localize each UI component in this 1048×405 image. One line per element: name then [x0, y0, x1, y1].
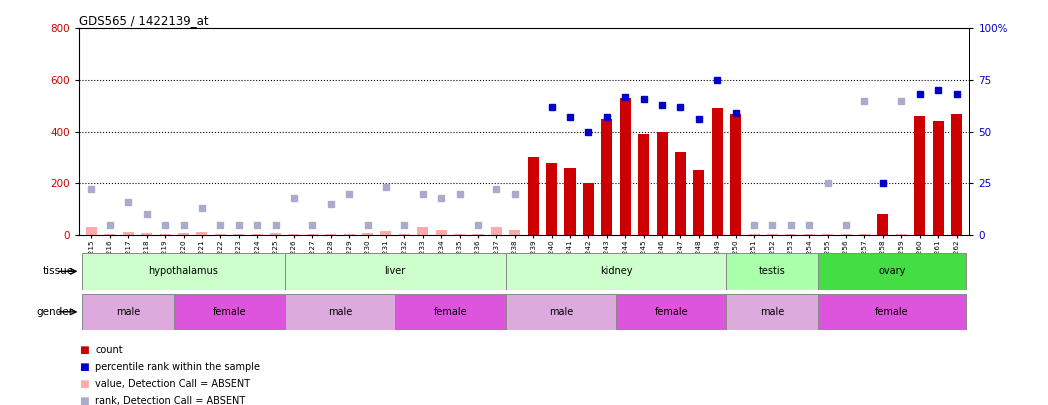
Bar [933, 122, 943, 235]
Text: testis: testis [759, 266, 786, 276]
Text: female: female [875, 307, 909, 317]
Bar [726, 253, 818, 290]
Bar [748, 234, 760, 235]
Bar [951, 113, 962, 235]
Bar [638, 134, 649, 235]
Bar [105, 234, 115, 235]
Bar [602, 119, 612, 235]
Text: female: female [213, 307, 246, 317]
Bar [767, 234, 778, 235]
Bar [712, 109, 723, 235]
Text: value, Detection Call = ABSENT: value, Detection Call = ABSENT [95, 379, 250, 389]
Bar [656, 132, 668, 235]
Bar [528, 158, 539, 235]
Bar [840, 234, 852, 235]
Bar [565, 168, 575, 235]
Bar [675, 152, 686, 235]
Bar [307, 234, 318, 235]
Text: ■: ■ [79, 396, 88, 405]
Text: ■: ■ [79, 379, 88, 389]
Bar [436, 230, 446, 235]
Bar [505, 253, 726, 290]
Bar [619, 98, 631, 235]
Bar [726, 294, 818, 330]
Bar [583, 183, 594, 235]
Bar [234, 234, 244, 235]
Bar [215, 234, 225, 235]
Bar [785, 234, 796, 235]
Bar [694, 171, 704, 235]
Bar [178, 233, 189, 235]
Text: hypothalamus: hypothalamus [149, 266, 218, 276]
Bar [454, 234, 465, 235]
Bar [616, 294, 726, 330]
Bar [395, 294, 505, 330]
Text: tissue: tissue [42, 266, 73, 276]
Text: gender: gender [37, 307, 73, 317]
Text: ovary: ovary [878, 266, 905, 276]
Bar [818, 253, 965, 290]
Bar [399, 234, 410, 235]
Bar [83, 294, 174, 330]
Text: GDS565 / 1422139_at: GDS565 / 1422139_at [79, 14, 209, 27]
Text: rank, Detection Call = ABSENT: rank, Detection Call = ABSENT [95, 396, 245, 405]
Bar [505, 294, 616, 330]
Bar [270, 233, 281, 235]
Text: male: male [328, 307, 352, 317]
Bar [490, 227, 502, 235]
Text: ■: ■ [79, 345, 88, 355]
Bar [818, 294, 965, 330]
Text: male: male [761, 307, 785, 317]
Bar [196, 232, 208, 235]
Bar [804, 234, 814, 235]
Bar [914, 116, 925, 235]
Bar [730, 113, 741, 235]
Bar [546, 163, 558, 235]
Bar [509, 230, 520, 235]
Text: female: female [654, 307, 689, 317]
Text: ■: ■ [79, 362, 88, 372]
Bar [83, 253, 285, 290]
Bar [285, 253, 505, 290]
Bar [823, 234, 833, 235]
Bar [123, 232, 134, 235]
Text: percentile rank within the sample: percentile rank within the sample [95, 362, 260, 372]
Bar [896, 234, 907, 235]
Bar [325, 234, 336, 235]
Bar [159, 234, 171, 235]
Bar [86, 227, 97, 235]
Bar [141, 233, 152, 235]
Bar [473, 234, 483, 235]
Text: male: male [116, 307, 140, 317]
Bar [877, 214, 889, 235]
Bar [285, 294, 395, 330]
Text: liver: liver [385, 266, 406, 276]
Bar [380, 231, 392, 235]
Bar [417, 227, 429, 235]
Bar [288, 234, 300, 235]
Bar [859, 234, 870, 235]
Bar [174, 294, 285, 330]
Bar [252, 234, 263, 235]
Text: male: male [549, 307, 573, 317]
Bar [362, 233, 373, 235]
Text: count: count [95, 345, 123, 355]
Text: kidney: kidney [599, 266, 632, 276]
Bar [344, 234, 354, 235]
Text: female: female [434, 307, 467, 317]
